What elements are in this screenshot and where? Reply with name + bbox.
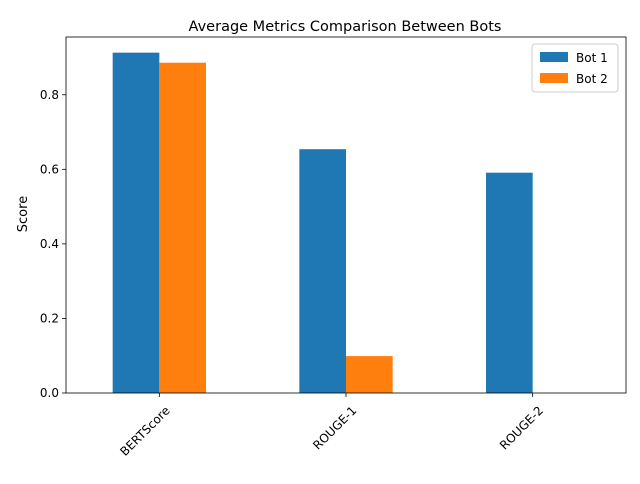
legend-label: Bot 1 (576, 51, 608, 65)
y-axis-label: Score (16, 196, 31, 232)
y-tick-label: 0.2 (40, 311, 59, 325)
legend-swatch (540, 73, 568, 83)
bar-bot-2-bertscore (159, 62, 206, 393)
y-tick-label: 0.0 (40, 386, 59, 400)
bar-bot-1-rouge-2 (486, 172, 533, 393)
bar-bot-1-bertscore (112, 52, 160, 393)
y-tick-label: 0.6 (40, 162, 59, 176)
y-tick-label: 0.8 (40, 88, 59, 102)
y-tick-label: 0.4 (40, 237, 59, 251)
chart-title: Average Metrics Comparison Between Bots (189, 19, 502, 35)
legend: Bot 1 Bot 2 (531, 43, 619, 93)
bar-bot-2-rouge-1 (346, 356, 393, 393)
legend-label: Bot 2 (576, 72, 608, 86)
bar-bot-1-rouge-1 (299, 149, 346, 393)
legend-swatch (540, 52, 568, 62)
